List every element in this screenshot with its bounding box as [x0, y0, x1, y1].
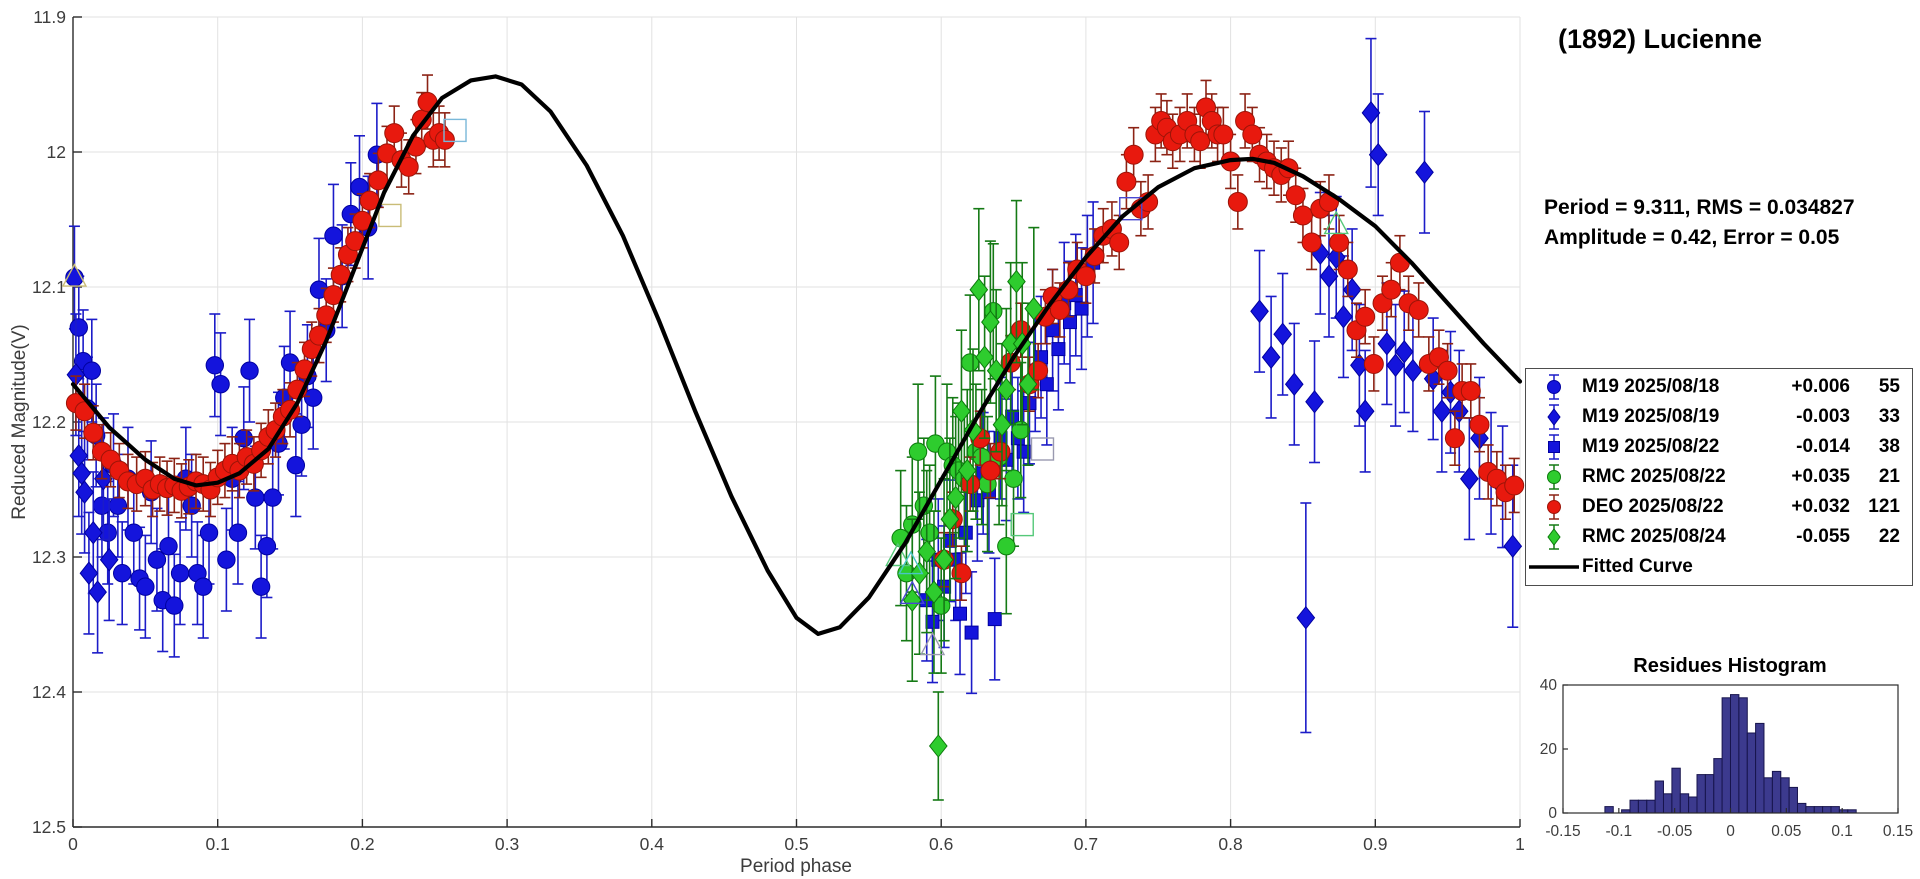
y-tick-label: 12.1	[32, 277, 66, 297]
legend-series-offset: +0.006	[1791, 376, 1850, 397]
legend-marker-circle	[1547, 374, 1561, 400]
legend-marker-diamond	[1547, 524, 1561, 550]
hist-y-tick-label: 40	[1540, 677, 1558, 694]
legend-series-label: M19 2025/08/22	[1582, 436, 1720, 457]
series-RMC-2025-08-24	[902, 269, 1044, 758]
x-tick-label: 0.9	[1363, 834, 1387, 854]
legend-fitted-label: Fitted Curve	[1582, 556, 1693, 577]
main-axes: 0 0.1 0.2 0.3 0.4 0.5 0.6 0.7 0.8 0.9 1 11.9 12 12.1 1…	[32, 7, 1525, 854]
x-axis-label: Period phase	[740, 856, 852, 877]
hist-x-tick-label: 0	[1726, 823, 1735, 840]
legend-row-fitted-curve: Fitted Curve	[1526, 553, 1912, 582]
legend-series-label: M19 2025/08/19	[1582, 406, 1720, 427]
legend-series-offset: -0.003	[1796, 406, 1850, 427]
x-tick-label: 0.3	[495, 834, 519, 854]
y-tick-label: 12.4	[32, 682, 66, 702]
legend-row: RMC 2025/08/22 +0.035 21	[1526, 463, 1912, 492]
legend-series-count: 38	[1878, 436, 1900, 457]
legend-series-count: 55	[1878, 376, 1900, 397]
legend-series-count: 22	[1878, 526, 1900, 547]
legend-marker-square	[1548, 434, 1560, 460]
legend-row: M19 2025/08/22 -0.014 38	[1526, 433, 1912, 462]
legend-row: M19 2025/08/18 +0.006 55	[1526, 373, 1912, 402]
legend-marker-circle	[1547, 464, 1561, 490]
hist-x-tick-label: 0.1	[1831, 823, 1853, 840]
y-tick-label: 12	[47, 142, 66, 162]
hist-x-tick-label: -0.1	[1605, 823, 1632, 840]
legend-series-label: M19 2025/08/18	[1582, 376, 1720, 397]
hist-x-tick-label: -0.05	[1657, 823, 1692, 840]
x-tick-label: 0.7	[1074, 834, 1098, 854]
y-tick-label: 12.2	[32, 412, 66, 432]
legend: M19 2025/08/18 +0.006 55 M19 2025/08/19 -0.0…	[1525, 368, 1913, 586]
errorbars-DEO-2025-08-22	[70, 74, 1520, 602]
residues-histogram: -0.15 -0.1 -0.05 0 0.05 0.1 0.15 0 20 40	[1540, 677, 1913, 840]
legend-marker-circle	[1547, 494, 1561, 520]
figure-title: (1892) Lucienne	[1557, 24, 1763, 54]
legend-marker-diamond	[1547, 404, 1561, 430]
hist-x-tick-label: -0.15	[1545, 823, 1580, 840]
legend-series-offset: -0.055	[1796, 526, 1850, 547]
hist-x-tick-label: 0.05	[1771, 823, 1801, 840]
legend-series-offset: +0.032	[1791, 496, 1850, 517]
x-tick-label: 0.1	[206, 834, 230, 854]
x-tick-label: 0.2	[350, 834, 374, 854]
x-tick-label: 0.5	[784, 834, 808, 854]
y-tick-label: 12.3	[32, 547, 66, 567]
legend-row: RMC 2025/08/24 -0.055 22	[1526, 523, 1912, 552]
x-tick-label: 0	[68, 834, 78, 854]
legend-series-label: RMC 2025/08/24	[1582, 526, 1726, 547]
legend-row: M19 2025/08/19 -0.003 33	[1526, 403, 1912, 432]
amplitude-error-line: Amplitude = 0.42, Error = 0.05	[1544, 226, 1840, 249]
hist-y-tick-label: 20	[1540, 741, 1558, 758]
legend-series-count: 121	[1868, 496, 1900, 517]
x-tick-label: 1	[1515, 834, 1525, 854]
legend-series-count: 33	[1878, 406, 1900, 427]
y-tick-label: 11.9	[33, 7, 66, 27]
legend-series-offset: -0.014	[1796, 436, 1850, 457]
histogram-title: Residues Histogram	[1633, 655, 1827, 677]
y-tick-label: 12.5	[32, 817, 66, 837]
y-axis-label: Reduced Magnitude(V)	[9, 324, 30, 519]
legend-series-label: RMC 2025/08/22	[1582, 466, 1726, 487]
legend-series-label: DEO 2025/08/22	[1582, 496, 1724, 517]
period-rms-line: Period = 9.311, RMS = 0.034827	[1544, 196, 1855, 219]
legend-series-count: 21	[1878, 466, 1900, 487]
hist-y-tick-label: 0	[1548, 805, 1557, 822]
rejected-points	[61, 118, 1349, 656]
plot-drawing: 0 0.1 0.2 0.3 0.4 0.5 0.6 0.7 0.8 0.9 1 11.9 12 12.1 1…	[32, 7, 1913, 854]
legend-line-sample	[1529, 565, 1579, 569]
x-tick-label: 0.4	[640, 834, 665, 854]
legend-series-offset: +0.035	[1791, 466, 1850, 487]
fit-statistics: Period = 9.311, RMS = 0.034827 Amplitude…	[1544, 193, 1855, 253]
x-tick-label: 0.8	[1218, 834, 1242, 854]
hist-x-tick-label: 0.15	[1883, 823, 1913, 840]
x-tick-label: 0.6	[929, 834, 953, 854]
legend-row: DEO 2025/08/22 +0.032 121	[1526, 493, 1912, 522]
fitted-curve	[70, 74, 1523, 636]
